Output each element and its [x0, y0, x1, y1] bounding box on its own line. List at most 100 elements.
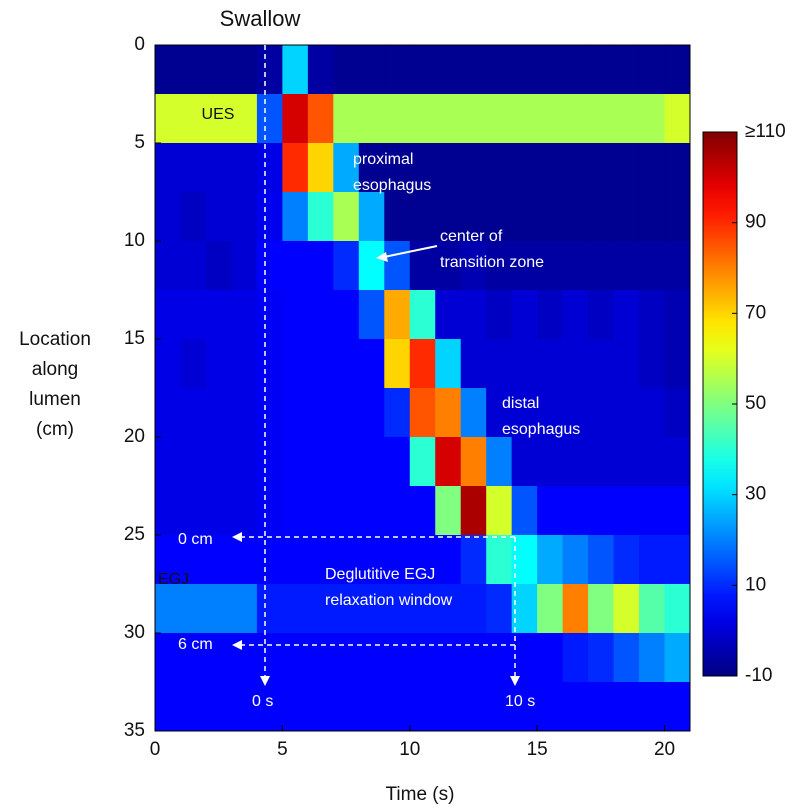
heat-cell — [358, 143, 385, 193]
heat-cell — [307, 339, 334, 389]
annotation: relaxation window — [325, 592, 453, 609]
colorbar-tick-label: ≥110 — [745, 121, 786, 142]
x-tick-label: 5 — [277, 739, 288, 760]
heat-cell — [613, 94, 640, 144]
heat-cell — [435, 388, 462, 438]
heat-cell — [256, 290, 283, 340]
heat-cell — [664, 339, 690, 389]
heat-cell — [409, 437, 436, 487]
heat-cell — [639, 584, 666, 634]
heat-cell — [231, 143, 258, 193]
heat-cell — [664, 437, 690, 487]
heat-cell — [613, 45, 640, 95]
heat-cell — [537, 192, 564, 242]
heat-cell — [588, 388, 615, 438]
heat-cell — [256, 486, 283, 536]
plot-frame — [154, 44, 691, 732]
heat-cell — [282, 94, 309, 144]
heat-cell — [358, 535, 385, 585]
heat-cell — [333, 339, 360, 389]
heat-cell — [333, 388, 360, 438]
heat-cell — [231, 241, 258, 291]
annotation: Deglutitive EGJ — [325, 566, 435, 583]
heat-cell — [155, 535, 181, 585]
heat-cell — [639, 339, 666, 389]
heat-cell — [231, 486, 258, 536]
heat-cell — [435, 437, 462, 487]
heatmap — [155, 45, 690, 731]
heat-cell — [155, 584, 181, 634]
heat-cell — [231, 94, 258, 144]
y-tick-label: 30 — [124, 622, 145, 643]
heat-cell — [358, 339, 385, 389]
heat-cell — [613, 535, 640, 585]
heat-cell — [537, 437, 564, 487]
heat-cell — [664, 143, 690, 193]
heat-cell — [664, 584, 690, 634]
heat-cell — [486, 584, 513, 634]
heat-cell — [639, 290, 666, 340]
y-tick-label: 15 — [124, 328, 145, 349]
heat-cell — [435, 535, 462, 585]
heat-cell — [511, 290, 538, 340]
heat-cell — [562, 143, 589, 193]
heat-cell — [511, 45, 538, 95]
heat-cell — [588, 633, 615, 683]
heat-cell — [639, 143, 666, 193]
annotation: transition zone — [440, 254, 544, 271]
heat-cell — [409, 143, 436, 193]
heat-cell — [562, 486, 589, 536]
heat-cell — [588, 535, 615, 585]
annotation: EGJ — [158, 571, 189, 588]
heat-cell — [180, 241, 207, 291]
colorbar-tick-label: 10 — [745, 574, 766, 595]
y-axis-label: Location — [19, 329, 91, 350]
heat-cell — [205, 584, 232, 634]
heat-cell — [511, 339, 538, 389]
heat-cell — [435, 339, 462, 389]
heat-cell — [435, 486, 462, 536]
heat-cell — [205, 633, 232, 683]
annotation: distal — [502, 395, 539, 412]
heat-cell — [256, 388, 283, 438]
heat-cell — [664, 388, 690, 438]
heat-cell — [537, 535, 564, 585]
heat-cell — [486, 94, 513, 144]
heat-cell — [307, 535, 334, 585]
heat-cell — [384, 94, 411, 144]
heat-cell — [613, 682, 640, 731]
annotation: proximal — [353, 151, 413, 168]
heat-cell — [537, 633, 564, 683]
arrow-head — [260, 676, 270, 686]
heat-cell — [588, 94, 615, 144]
heat-cell — [562, 535, 589, 585]
heat-cell — [384, 486, 411, 536]
heat-cell — [307, 584, 334, 634]
heat-cell — [384, 45, 411, 95]
heat-cell — [409, 633, 436, 683]
heat-cell — [358, 682, 385, 731]
heat-cell — [384, 192, 411, 242]
y-tick-label: 35 — [124, 720, 145, 741]
heat-cell — [562, 192, 589, 242]
heat-cell — [435, 633, 462, 683]
heat-cell — [256, 241, 283, 291]
heat-cell — [155, 682, 181, 731]
heat-cell — [460, 339, 487, 389]
heat-cell — [588, 437, 615, 487]
heat-cell — [282, 633, 309, 683]
heat-cell — [358, 437, 385, 487]
heat-cell — [486, 437, 513, 487]
heat-cell — [155, 437, 181, 487]
heat-cell — [155, 94, 181, 144]
heat-cell — [307, 45, 334, 95]
heat-cell — [639, 633, 666, 683]
heat-cell — [435, 192, 462, 242]
heat-cell — [180, 192, 207, 242]
heat-cell — [435, 584, 462, 634]
heat-cell — [562, 584, 589, 634]
heat-cell — [282, 45, 309, 95]
heat-cell — [358, 486, 385, 536]
heat-cell — [613, 241, 640, 291]
heat-cell — [205, 486, 232, 536]
